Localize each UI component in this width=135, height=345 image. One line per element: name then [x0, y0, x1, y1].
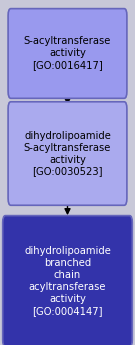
FancyBboxPatch shape: [8, 102, 127, 205]
Text: S-acyltransferase
activity
[GO:0016417]: S-acyltransferase activity [GO:0016417]: [24, 37, 111, 70]
FancyBboxPatch shape: [8, 9, 127, 98]
Text: dihydrolipoamide
S-acyltransferase
activity
[GO:0030523]: dihydrolipoamide S-acyltransferase activ…: [24, 130, 111, 177]
FancyBboxPatch shape: [3, 216, 132, 345]
Text: dihydrolipoamide
branched
chain
acyltransferase
activity
[GO:0004147]: dihydrolipoamide branched chain acyltran…: [24, 246, 111, 316]
